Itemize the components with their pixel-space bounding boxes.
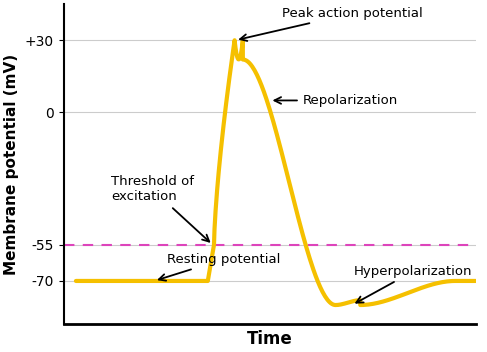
Text: Threshold of
excitation: Threshold of excitation (111, 176, 209, 241)
Y-axis label: Membrane potential (mV): Membrane potential (mV) (4, 54, 19, 275)
Text: Resting potential: Resting potential (159, 253, 280, 281)
Text: Peak action potential: Peak action potential (240, 7, 423, 41)
Text: Hyperpolarization: Hyperpolarization (354, 265, 472, 303)
Text: Repolarization: Repolarization (274, 94, 398, 107)
X-axis label: Time: Time (247, 330, 293, 348)
